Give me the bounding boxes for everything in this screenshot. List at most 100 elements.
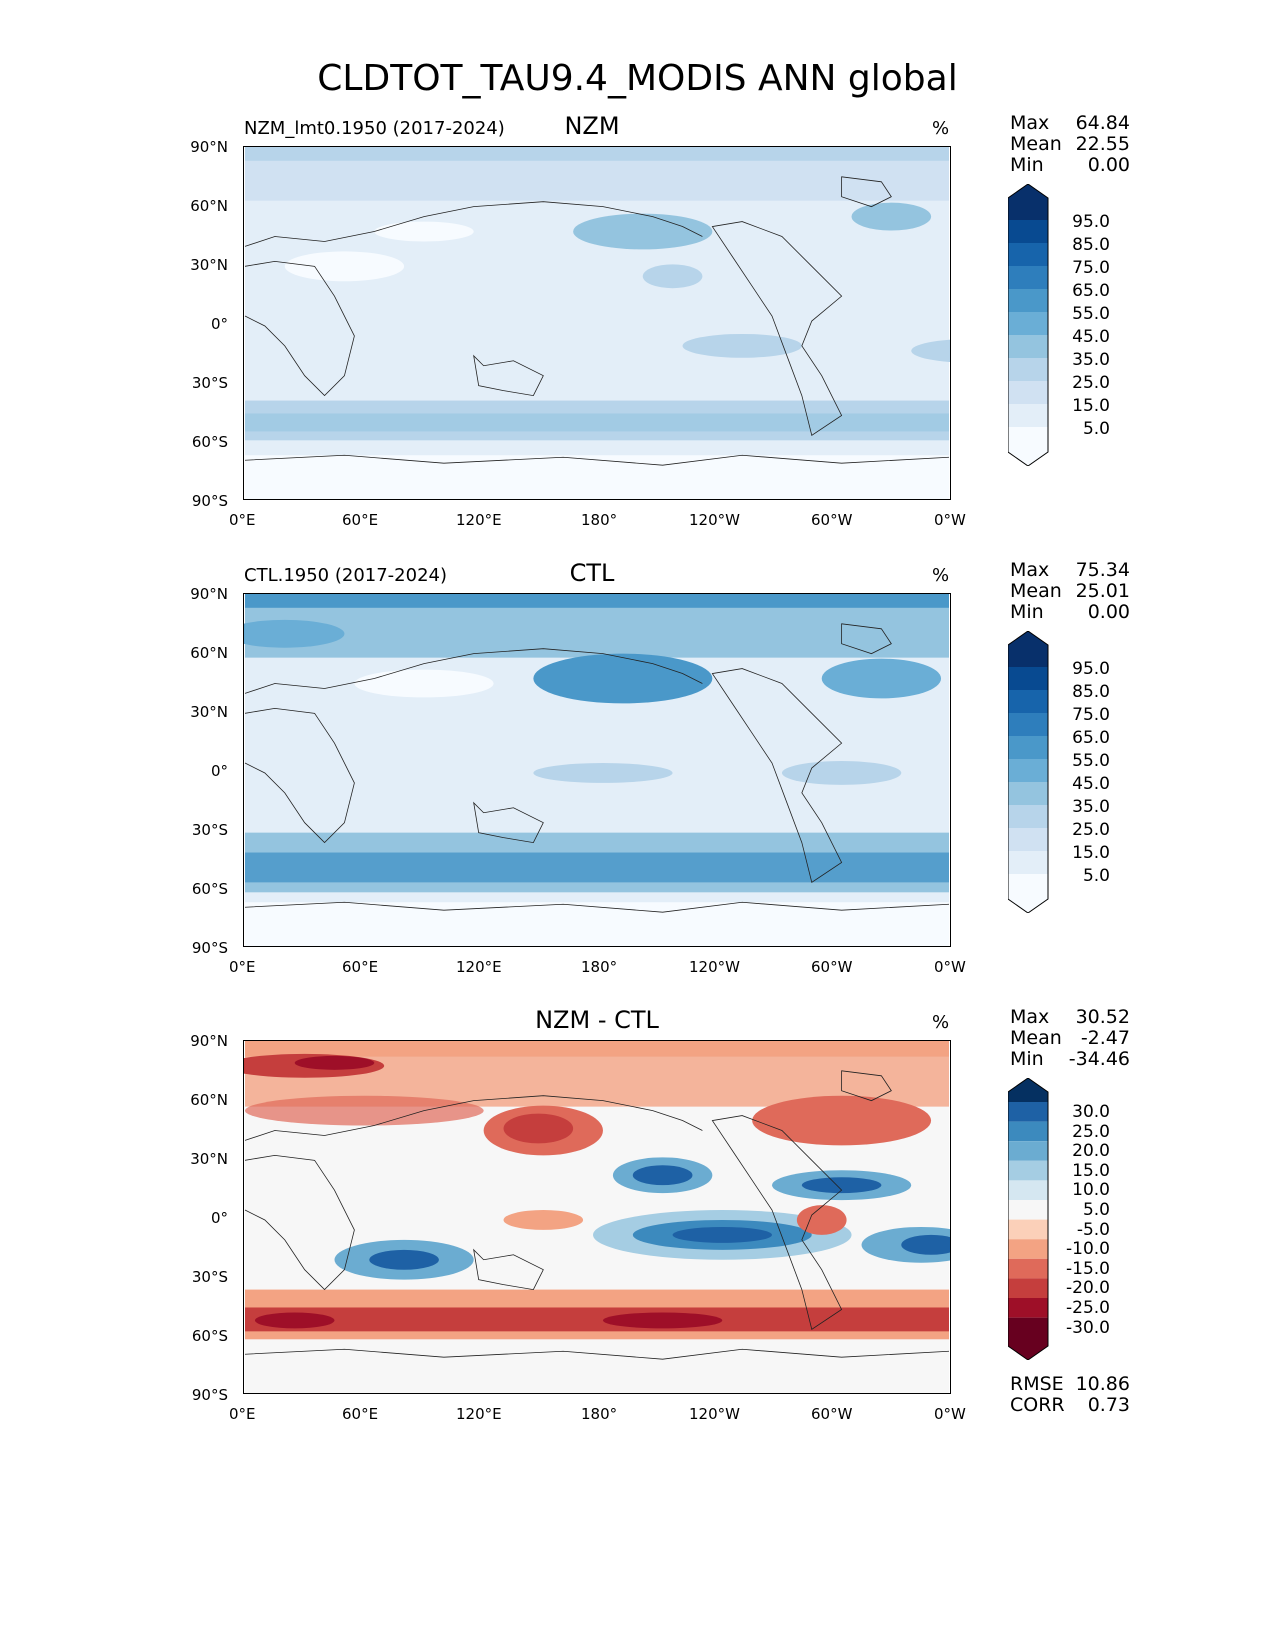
stat-max-value: 30.52 bbox=[1075, 1006, 1130, 1028]
cbar-tick: -15.0 bbox=[1066, 1258, 1110, 1279]
lat-label: 60°S bbox=[191, 880, 228, 898]
cbar-tick: 25.0 bbox=[1072, 1121, 1110, 1142]
cbar-tick: 55.0 bbox=[1072, 751, 1110, 771]
lon-label: 180° bbox=[581, 1405, 618, 1423]
stat-max-value: 64.84 bbox=[1075, 112, 1130, 134]
stat-mean-label: Mean bbox=[1010, 1027, 1062, 1049]
lon-label: 60°E bbox=[342, 958, 379, 976]
lat-label: 60°N bbox=[190, 644, 228, 662]
cbar-tick: -30.0 bbox=[1066, 1317, 1110, 1338]
lat-label: 60°S bbox=[191, 1327, 228, 1345]
stat-min-label: Min bbox=[1010, 601, 1044, 623]
lon-label: 120°W bbox=[689, 511, 740, 529]
lat-label: 0° bbox=[210, 315, 228, 333]
cbar-tick: 25.0 bbox=[1072, 820, 1110, 840]
stat-min-label: Min bbox=[1010, 1048, 1044, 1070]
stats-box: Max 64.84 Mean 22.55 Min 0.00 bbox=[1010, 112, 1130, 178]
cbar-tick: 15.0 bbox=[1072, 843, 1110, 863]
lon-label: 60°W bbox=[811, 1405, 853, 1423]
lon-label: 60°E bbox=[342, 1405, 379, 1423]
panel-unit: % bbox=[932, 565, 950, 586]
cbar-tick: 35.0 bbox=[1072, 350, 1110, 370]
cbar-tick: 15.0 bbox=[1072, 396, 1110, 416]
stat-min-value: -34.46 bbox=[1068, 1048, 1130, 1070]
stat-max-label: Max bbox=[1010, 112, 1050, 134]
cbar-tick: -10.0 bbox=[1066, 1239, 1110, 1260]
map-axes bbox=[243, 146, 1031, 504]
stats-box: Max 30.52 Mean -2.47 Min -34.46 bbox=[1010, 1006, 1130, 1072]
lat-label: 30°N bbox=[190, 703, 228, 721]
lon-label: 120°E bbox=[456, 511, 502, 529]
cbar-tick: 30.0 bbox=[1072, 1102, 1110, 1122]
stat-mean-value: 25.01 bbox=[1075, 580, 1130, 602]
lon-label: 180° bbox=[581, 511, 618, 529]
lat-label: 60°N bbox=[190, 197, 228, 215]
cbar-tick: 35.0 bbox=[1072, 797, 1110, 817]
stats-box: Max 75.34 Mean 25.01 Min 0.00 bbox=[1010, 559, 1130, 625]
stat-max-label: Max bbox=[1010, 559, 1050, 581]
lon-label: 60°W bbox=[811, 511, 853, 529]
map-ctl bbox=[225, 593, 951, 947]
panel-unit: % bbox=[932, 118, 950, 139]
lon-label: 0°E bbox=[229, 511, 256, 529]
cbar-tick: 5.0 bbox=[1082, 419, 1110, 439]
lat-label: 30°N bbox=[190, 256, 228, 274]
panel-subtitle: NZM_lmt0.1950 (2017-2024) bbox=[244, 118, 505, 139]
lon-label: 0°E bbox=[229, 958, 256, 976]
cbar-tick: 65.0 bbox=[1072, 281, 1110, 301]
stat-min-label: Min bbox=[1010, 154, 1044, 176]
map-diff bbox=[225, 1040, 981, 1394]
cbar-tick: 5.0 bbox=[1082, 866, 1110, 886]
colorbar-ctl bbox=[1007, 630, 1049, 914]
lon-label: 60°E bbox=[342, 511, 379, 529]
rmse-label: RMSE bbox=[1010, 1373, 1064, 1395]
panel-title: CTL bbox=[569, 559, 615, 587]
cbar-tick: 45.0 bbox=[1072, 327, 1110, 347]
lon-label: 0°W bbox=[934, 1405, 966, 1423]
cbar-tick: 5.0 bbox=[1082, 1200, 1110, 1220]
panel-title: NZM bbox=[564, 112, 620, 140]
colorbar bbox=[1007, 1077, 1052, 1364]
cbar-tick: 20.0 bbox=[1072, 1141, 1110, 1162]
cbar-tick: 85.0 bbox=[1072, 235, 1110, 255]
lon-label: 0°W bbox=[934, 511, 966, 529]
stat-max-value: 75.34 bbox=[1075, 559, 1130, 581]
lon-label: 60°W bbox=[811, 958, 853, 976]
cbar-tick: -5.0 bbox=[1076, 1219, 1110, 1240]
map-axes bbox=[225, 1040, 981, 1398]
lon-label: 120°E bbox=[456, 1405, 502, 1423]
lat-label: 90°S bbox=[191, 939, 228, 957]
stat-max-label: Max bbox=[1010, 1006, 1050, 1028]
lat-label: 60°N bbox=[190, 1091, 228, 1109]
corr-label: CORR bbox=[1010, 1394, 1065, 1416]
lat-label: 90°N bbox=[190, 585, 228, 603]
lon-label: 120°E bbox=[456, 958, 502, 976]
cbar-tick: 10.0 bbox=[1072, 1180, 1110, 1201]
metrics-box: RMSE 10.86 CORR 0.73 bbox=[1010, 1373, 1130, 1417]
lon-label: 120°W bbox=[689, 1405, 740, 1423]
figure-title: CLDTOT_TAU9.4_MODIS ANN global bbox=[317, 58, 958, 99]
cbar-tick: 55.0 bbox=[1072, 304, 1110, 324]
colorbar-nzm bbox=[1007, 183, 1049, 467]
cbar-tick: -25.0 bbox=[1066, 1298, 1110, 1318]
stat-mean-value: -2.47 bbox=[1080, 1027, 1130, 1049]
lat-label: 30°S bbox=[191, 821, 228, 839]
cbar-tick: 95.0 bbox=[1072, 212, 1110, 232]
colorbar-diff bbox=[1007, 1077, 1049, 1361]
lat-label: 30°S bbox=[191, 374, 228, 392]
colorbar-labels: 95.0 85.0 75.0 65.0 55.0 45.0 35.0 25.0 … bbox=[1050, 212, 1110, 452]
cbar-tick: 75.0 bbox=[1072, 258, 1110, 278]
lat-label: 90°S bbox=[191, 1386, 228, 1404]
cbar-tick: 65.0 bbox=[1072, 728, 1110, 748]
stat-mean-value: 22.55 bbox=[1075, 133, 1130, 155]
cbar-tick: 75.0 bbox=[1072, 705, 1110, 725]
panel-title: NZM - CTL bbox=[535, 1006, 659, 1034]
cbar-tick: 15.0 bbox=[1072, 1160, 1110, 1181]
stat-mean-label: Mean bbox=[1010, 133, 1062, 155]
lat-label: 0° bbox=[210, 762, 228, 780]
lon-label: 0°W bbox=[934, 958, 966, 976]
panel-unit: % bbox=[932, 1012, 950, 1033]
lat-label: 0° bbox=[210, 1209, 228, 1227]
cbar-tick: -20.0 bbox=[1066, 1278, 1110, 1299]
panel-subtitle: CTL.1950 (2017-2024) bbox=[244, 565, 448, 586]
